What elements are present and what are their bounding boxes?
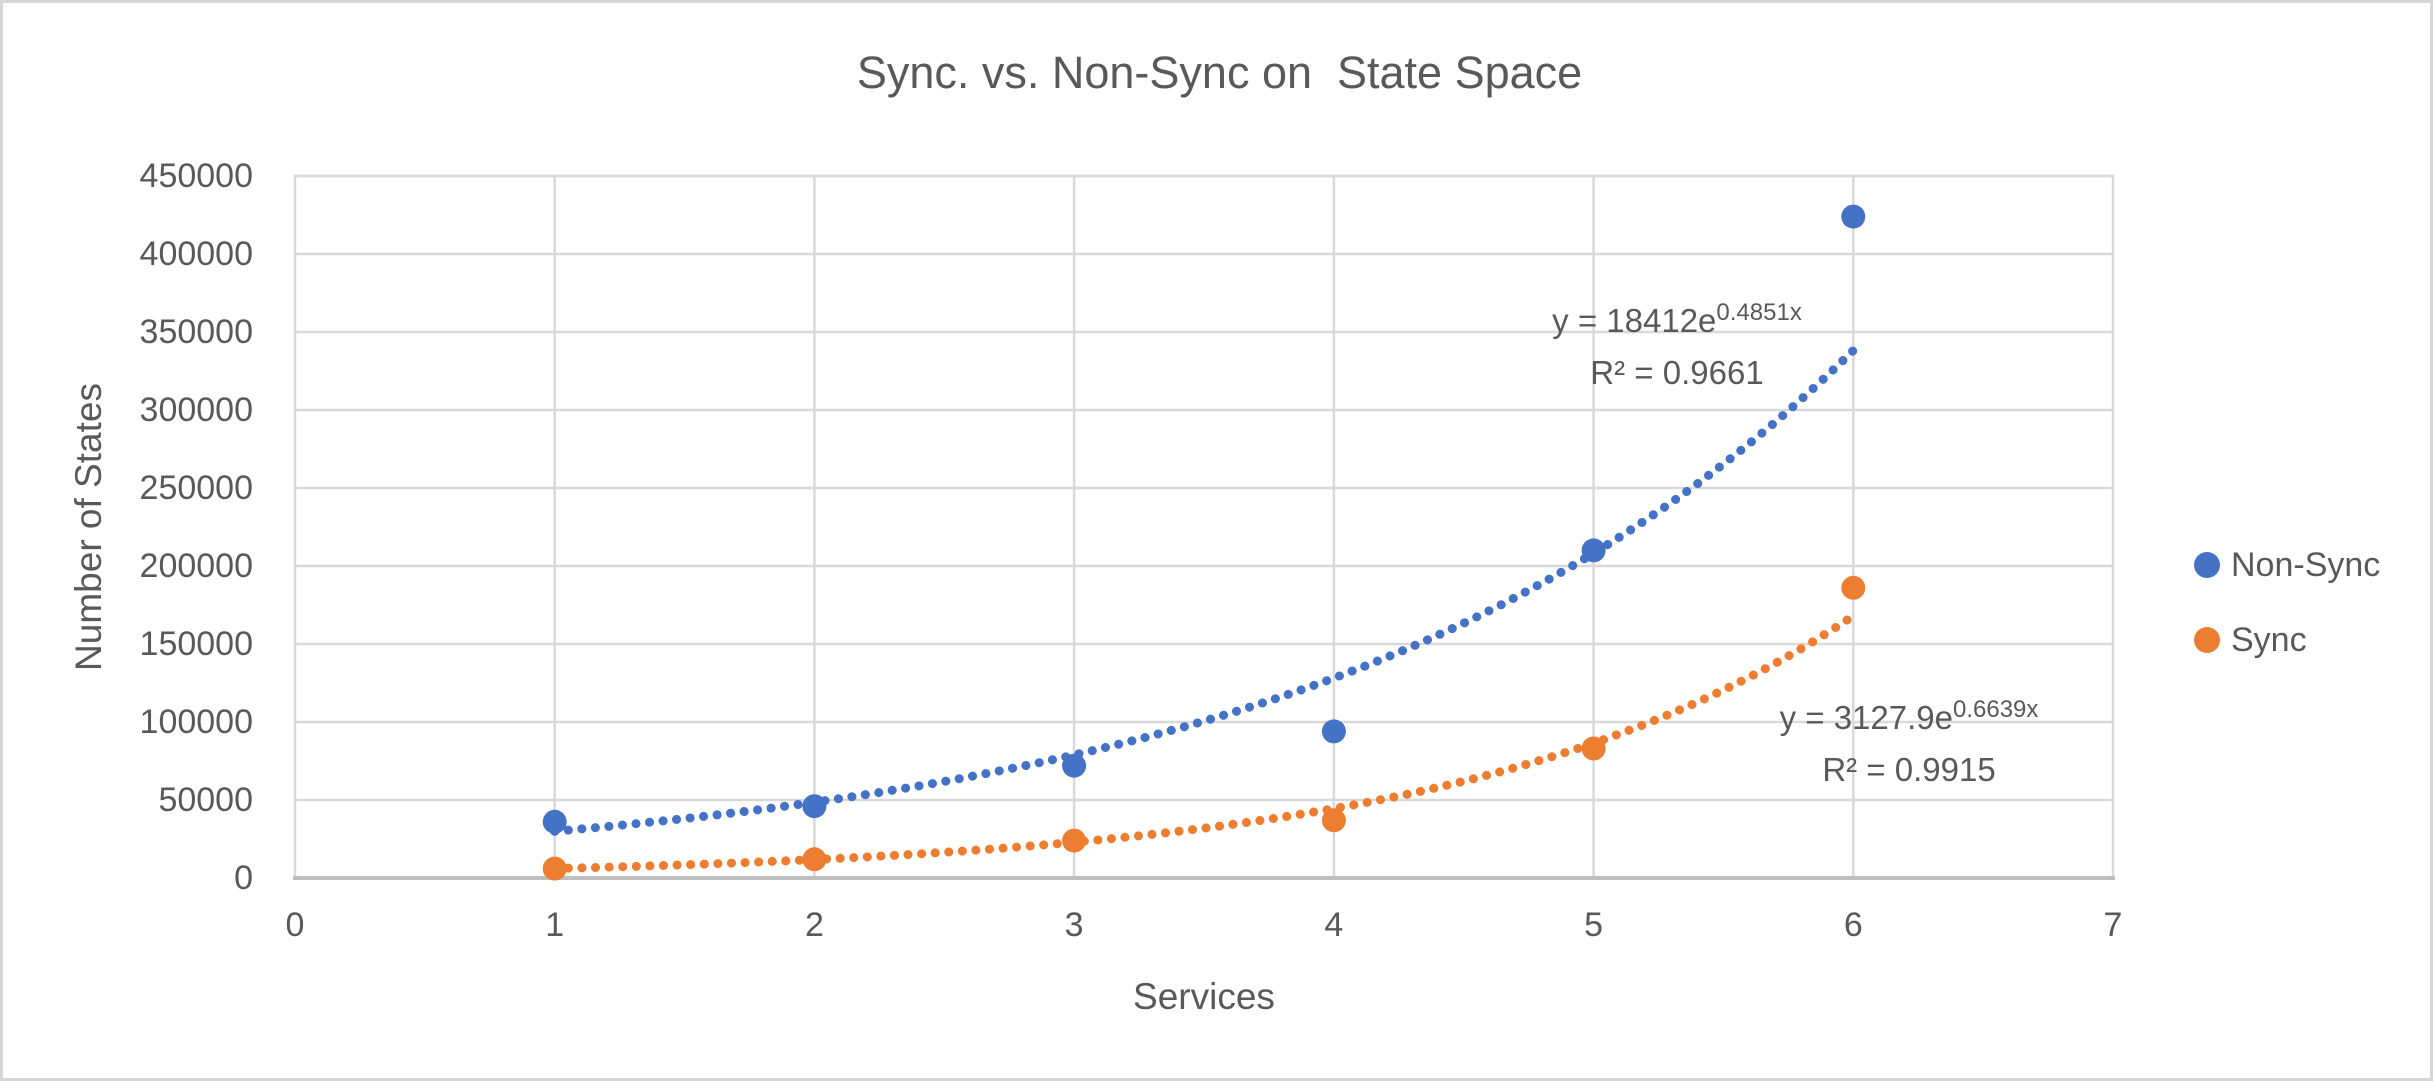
trendline-equation-text: y = 3127.9e0.6639x — [1779, 696, 2039, 737]
y-tick-label: 50000 — [158, 781, 253, 819]
y-tick-label: 350000 — [139, 313, 253, 351]
legend-item-sync: Sync — [2194, 623, 2307, 657]
y-tick-label: 400000 — [139, 235, 253, 273]
y-tick-label: 300000 — [139, 391, 253, 429]
trendline-sync — [550, 611, 1858, 873]
legend-marker-non-sync-icon — [2194, 552, 2220, 578]
data-point-sync — [1062, 828, 1087, 853]
trendline-equation-text: y = 18412e0.4851x — [1552, 299, 1802, 340]
x-tick-label: 0 — [285, 906, 305, 944]
x-tick-label: 2 — [804, 906, 824, 944]
x-tick-label: 6 — [1843, 906, 1863, 944]
x-tick-label: 5 — [1584, 906, 1604, 944]
legend-item-non-sync: Non-Sync — [2194, 548, 2380, 582]
data-point-non-sync — [542, 809, 567, 834]
chart-title: Sync. vs. Non-Sync on State Space — [856, 47, 1583, 98]
x-tick-label: 1 — [545, 906, 565, 944]
x-axis-title: Services — [1133, 976, 1275, 1017]
trendline-non-sync — [550, 345, 1858, 836]
x-tick-label: 3 — [1064, 906, 1084, 944]
legend-marker-sync-icon — [2194, 627, 2220, 653]
y-tick-label: 450000 — [139, 157, 253, 195]
y-tick-label: 100000 — [139, 703, 253, 741]
y-tick-label: 150000 — [139, 625, 253, 663]
data-point-sync — [802, 847, 827, 872]
y-tick-label: 200000 — [139, 547, 253, 585]
data-point-non-sync — [1841, 204, 1866, 229]
y-tick-label: 250000 — [139, 469, 253, 507]
trendline-equation-sync: y = 3127.9e0.6639x R² = 0.9915 — [1780, 692, 2039, 796]
y-tick-label: 0 — [234, 859, 253, 897]
trendline-equation-non-sync: y = 18412e0.4851x R² = 0.9661 — [1552, 295, 1802, 399]
trendline-r2-text: R² = 0.9915 — [1822, 751, 1996, 788]
x-tick-label: 4 — [1324, 906, 1344, 944]
plot-area — [293, 174, 2115, 881]
data-point-non-sync — [1581, 538, 1606, 563]
data-point-non-sync — [1321, 719, 1346, 744]
data-point-non-sync — [1062, 753, 1087, 778]
legend-label: Sync — [2231, 621, 2307, 659]
data-point-sync — [1321, 808, 1346, 833]
trendline-r2-text: R² = 0.9661 — [1590, 354, 1764, 391]
x-tick-label: 7 — [2103, 906, 2123, 944]
legend-label: Non-Sync — [2231, 546, 2381, 584]
data-point-sync — [542, 856, 567, 881]
data-point-non-sync — [802, 794, 827, 819]
data-point-sync — [1581, 736, 1606, 761]
data-point-sync — [1841, 575, 1866, 600]
